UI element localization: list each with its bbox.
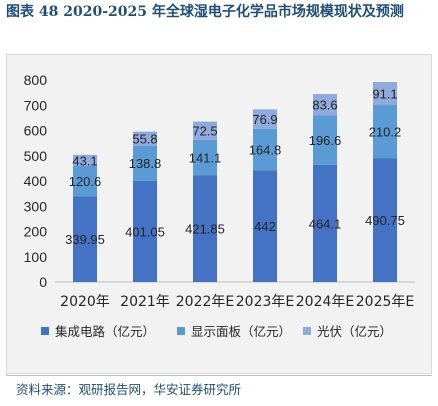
y-tick-label: 100	[24, 249, 48, 265]
bar-segment	[133, 131, 157, 146]
bar-segment	[73, 154, 97, 166]
y-tick-label: 800	[24, 72, 48, 88]
data-label: 83.6	[312, 98, 337, 113]
legend-swatch	[177, 327, 185, 335]
bar-segment	[133, 180, 157, 282]
bar-segment	[253, 109, 277, 129]
data-label: 141.1	[189, 151, 222, 166]
data-label: 120.6	[69, 174, 102, 189]
bar-segment	[373, 105, 397, 159]
legend-label: 光伏（亿元）	[317, 324, 392, 339]
legend-swatch	[41, 327, 49, 335]
bar-segment	[253, 128, 277, 171]
y-tick-label: 200	[24, 224, 48, 240]
data-label: 43.1	[72, 153, 97, 168]
bar-segment	[313, 94, 337, 116]
chart-title: 图表 48 2020-2025 年全球湿电子化学品市场规模现状及预测	[6, 4, 404, 20]
x-tick-label: 2021年	[120, 294, 170, 310]
bar-segment	[73, 165, 97, 197]
bar-segment	[133, 145, 157, 181]
bar-segment	[193, 139, 217, 176]
data-label: 210.2	[369, 125, 402, 140]
data-label: 196.6	[309, 133, 342, 148]
stacked-bar-chart: 0 100 200 300 400 500 600 700 800 339.95 120.6 43.1…	[24, 72, 415, 339]
x-tick-label: 2024年E	[296, 294, 354, 310]
legend-label: 显示面板（亿元）	[191, 324, 291, 339]
source-note: 资料来源：观研报告网，华安证券研究所	[16, 382, 242, 397]
y-tick-label: 300	[24, 198, 48, 214]
y-tick-label: 700	[24, 97, 48, 113]
data-label: 76.9	[252, 112, 277, 127]
x-tick-label: 2025年E	[356, 294, 414, 310]
y-tick-label: 400	[24, 173, 48, 189]
x-tick-label: 2020年	[60, 294, 110, 310]
bar-segment	[253, 170, 277, 282]
data-label: 138.8	[129, 156, 162, 171]
data-label: 421.85	[185, 222, 225, 237]
x-tick-label: 2022年E	[176, 294, 234, 310]
footer-divider	[6, 375, 432, 376]
data-label: 401.05	[125, 224, 165, 239]
y-tick-label: 0	[39, 274, 47, 290]
legend-swatch	[303, 327, 311, 335]
data-label: 164.8	[249, 143, 282, 158]
bar-segment	[193, 175, 217, 282]
data-label: 339.95	[65, 232, 105, 247]
x-tick-label: 2023年E	[236, 294, 294, 310]
bar-segment	[73, 196, 97, 282]
data-label: 91.1	[372, 87, 397, 102]
y-tick-label: 600	[24, 123, 48, 139]
data-label: 442	[254, 219, 276, 234]
bar-segment	[373, 158, 397, 282]
chart-area: 0 100 200 300 400 500 600 700 800 339.95 120.6 43.1…	[6, 54, 432, 374]
legend-label: 集成电路（亿元）	[55, 324, 155, 339]
bar-segment	[313, 164, 337, 282]
bar-segment	[313, 115, 337, 165]
data-label: 55.8	[132, 132, 157, 147]
data-label: 464.1	[309, 216, 342, 231]
data-label: 72.5	[192, 124, 217, 139]
bar-segment	[373, 82, 397, 106]
data-label: 490.75	[365, 213, 405, 228]
y-tick-label: 500	[24, 148, 48, 164]
bar-segment	[193, 121, 217, 140]
